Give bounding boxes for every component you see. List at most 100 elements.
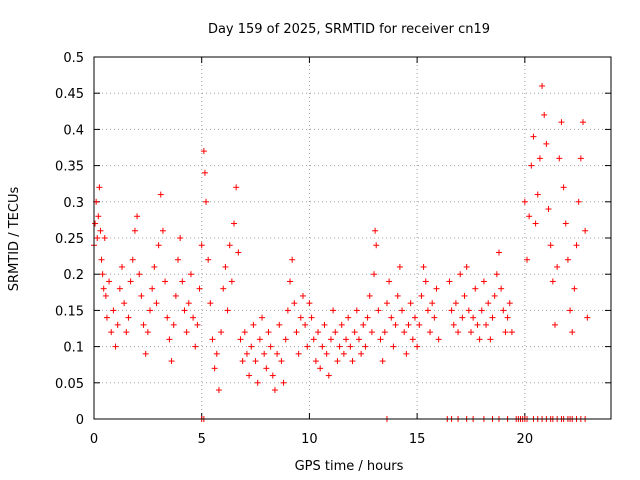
- data-point: [323, 350, 330, 357]
- data-point: [106, 278, 113, 285]
- data-point: [201, 169, 208, 176]
- data-point: [394, 292, 401, 299]
- data-point: [506, 300, 513, 307]
- data-point: [377, 336, 384, 343]
- data-point: [465, 307, 472, 314]
- data-point: [521, 198, 528, 205]
- data-point: [347, 343, 354, 350]
- data-point: [373, 242, 380, 249]
- data-point: [196, 285, 203, 292]
- data-point: [172, 292, 179, 299]
- x-tick-label: 5: [198, 432, 206, 447]
- data-point: [345, 314, 352, 321]
- data-point: [121, 300, 128, 307]
- data-point: [375, 307, 382, 314]
- data-point: [396, 263, 403, 270]
- x-axis-label: GPS time / hours: [295, 459, 404, 474]
- data-point: [558, 119, 565, 126]
- y-tick-label: 0.3: [63, 196, 84, 211]
- data-point: [567, 307, 574, 314]
- data-point: [457, 271, 464, 278]
- data-point: [151, 263, 158, 270]
- data-point: [564, 256, 571, 263]
- data-point: [233, 184, 240, 191]
- y-tick-label: 0: [76, 413, 84, 428]
- data-point: [502, 329, 509, 336]
- data-point: [381, 329, 388, 336]
- data-point: [205, 256, 212, 263]
- axis-ticks: 0 0.05 0.1 0.15 0.2 0.25 0.3 0.35 0.4 0.45 0.5 0 5 10…: [55, 51, 611, 447]
- data-point: [142, 350, 149, 357]
- data-point: [364, 314, 371, 321]
- data-point: [476, 336, 483, 343]
- data-point: [407, 300, 414, 307]
- data-point: [267, 343, 274, 350]
- data-point: [226, 242, 233, 249]
- data-point: [429, 300, 436, 307]
- data-point: [187, 271, 194, 278]
- data-point: [261, 350, 268, 357]
- data-point: [355, 336, 362, 343]
- data-point: [500, 307, 507, 314]
- data-point: [99, 271, 106, 278]
- data-point: [101, 235, 108, 241]
- y-tick-label: 0.2: [63, 268, 84, 283]
- data-point: [446, 278, 453, 285]
- data-point: [343, 336, 350, 343]
- data-point: [472, 285, 479, 292]
- data-point: [403, 350, 410, 357]
- data-point: [416, 321, 423, 328]
- data-point: [157, 191, 164, 198]
- data-point: [493, 271, 500, 278]
- data-point: [166, 336, 173, 343]
- data-point: [265, 329, 272, 336]
- data-point: [144, 329, 151, 336]
- data-point: [478, 307, 485, 314]
- data-point: [461, 292, 468, 299]
- data-point: [136, 271, 143, 278]
- data-point: [159, 227, 166, 234]
- data-point: [114, 321, 121, 328]
- data-point: [530, 133, 537, 140]
- data-point: [543, 140, 550, 147]
- data-point: [129, 256, 136, 263]
- data-point: [372, 227, 379, 234]
- data-point: [250, 321, 257, 328]
- data-point: [155, 242, 162, 249]
- data-point: [162, 278, 169, 285]
- data-point: [569, 329, 576, 336]
- data-point: [269, 372, 276, 379]
- data-point: [125, 314, 132, 321]
- data-point: [392, 321, 399, 328]
- data-point: [480, 278, 487, 285]
- data-point: [194, 321, 201, 328]
- data-point: [179, 278, 186, 285]
- data-point: [536, 155, 543, 162]
- data-point: [235, 249, 242, 256]
- data-point: [271, 387, 278, 394]
- data-point: [278, 358, 285, 365]
- y-axis-label: SRMTID / TECUs: [7, 187, 22, 292]
- data-point: [293, 329, 300, 336]
- data-point: [577, 155, 584, 162]
- data-point: [388, 314, 395, 321]
- data-point: [181, 307, 188, 314]
- data-point: [192, 343, 199, 350]
- data-point: [467, 329, 474, 336]
- data-point: [386, 278, 393, 285]
- data-point: [325, 372, 332, 379]
- data-point: [289, 256, 296, 263]
- data-point: [431, 314, 438, 321]
- data-point: [243, 350, 250, 357]
- data-point: [98, 256, 105, 263]
- data-point: [319, 343, 326, 350]
- data-point: [256, 336, 263, 343]
- data-point: [390, 343, 397, 350]
- data-point: [539, 82, 546, 89]
- data-point: [485, 300, 492, 307]
- data-point: [379, 358, 386, 365]
- data-point: [353, 307, 360, 314]
- data-point: [523, 256, 530, 263]
- data-point: [304, 343, 311, 350]
- data-point: [92, 220, 99, 227]
